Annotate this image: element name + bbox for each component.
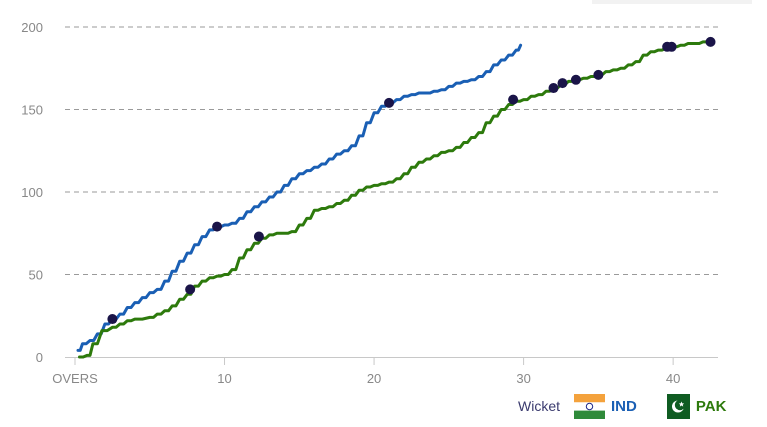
topbar-strip (592, 0, 752, 4)
india-flag-icon (574, 393, 605, 419)
x-tick-label: 20 (367, 371, 381, 386)
wicket-marker-ind[interactable] (107, 314, 118, 325)
legend-wicket-label: Wicket (518, 398, 560, 414)
y-tick-label: 100 (21, 185, 43, 200)
pakistan-flag-icon (658, 393, 690, 419)
series-lines (76, 40, 712, 359)
series-line-pak (78, 40, 712, 359)
wicket-marker-ind[interactable] (212, 221, 223, 232)
x-tick-label: 40 (666, 371, 680, 386)
y-tick-label: 0 (36, 350, 43, 365)
y-tick-label: 50 (29, 268, 43, 283)
legend-ind-label: IND (611, 397, 637, 415)
wicket-marker-pak[interactable] (666, 41, 677, 52)
wicket-marker-pak[interactable] (253, 231, 264, 242)
x-axis (65, 357, 718, 365)
wicket-marker-ind[interactable] (384, 97, 395, 108)
wicket-marker-pak[interactable] (705, 36, 716, 47)
wicket-marker-pak[interactable] (508, 94, 519, 105)
legend: Wicket IND PAK (518, 391, 748, 421)
wicket-markers (107, 36, 716, 325)
y-axis-labels: 0 50 100 150 200 (21, 20, 43, 365)
wicket-marker-pak[interactable] (570, 74, 581, 85)
x-tick-label: 10 (217, 371, 231, 386)
y-tick-label: 200 (21, 20, 43, 35)
wicket-marker-pak[interactable] (185, 284, 196, 295)
x-tick-label: 30 (516, 371, 530, 386)
x-axis-labels: OVERS 10 20 30 40 (52, 371, 680, 386)
y-tick-label: 150 (21, 103, 43, 118)
wicket-marker-pak[interactable] (593, 69, 604, 80)
grid-lines (65, 26, 718, 275)
wicket-marker-pak[interactable] (557, 78, 568, 89)
wicket-marker-pak[interactable] (548, 83, 559, 94)
series-line-ind (76, 43, 523, 352)
legend-pak-label: PAK (695, 397, 727, 415)
x-axis-first-label: OVERS (52, 371, 98, 386)
